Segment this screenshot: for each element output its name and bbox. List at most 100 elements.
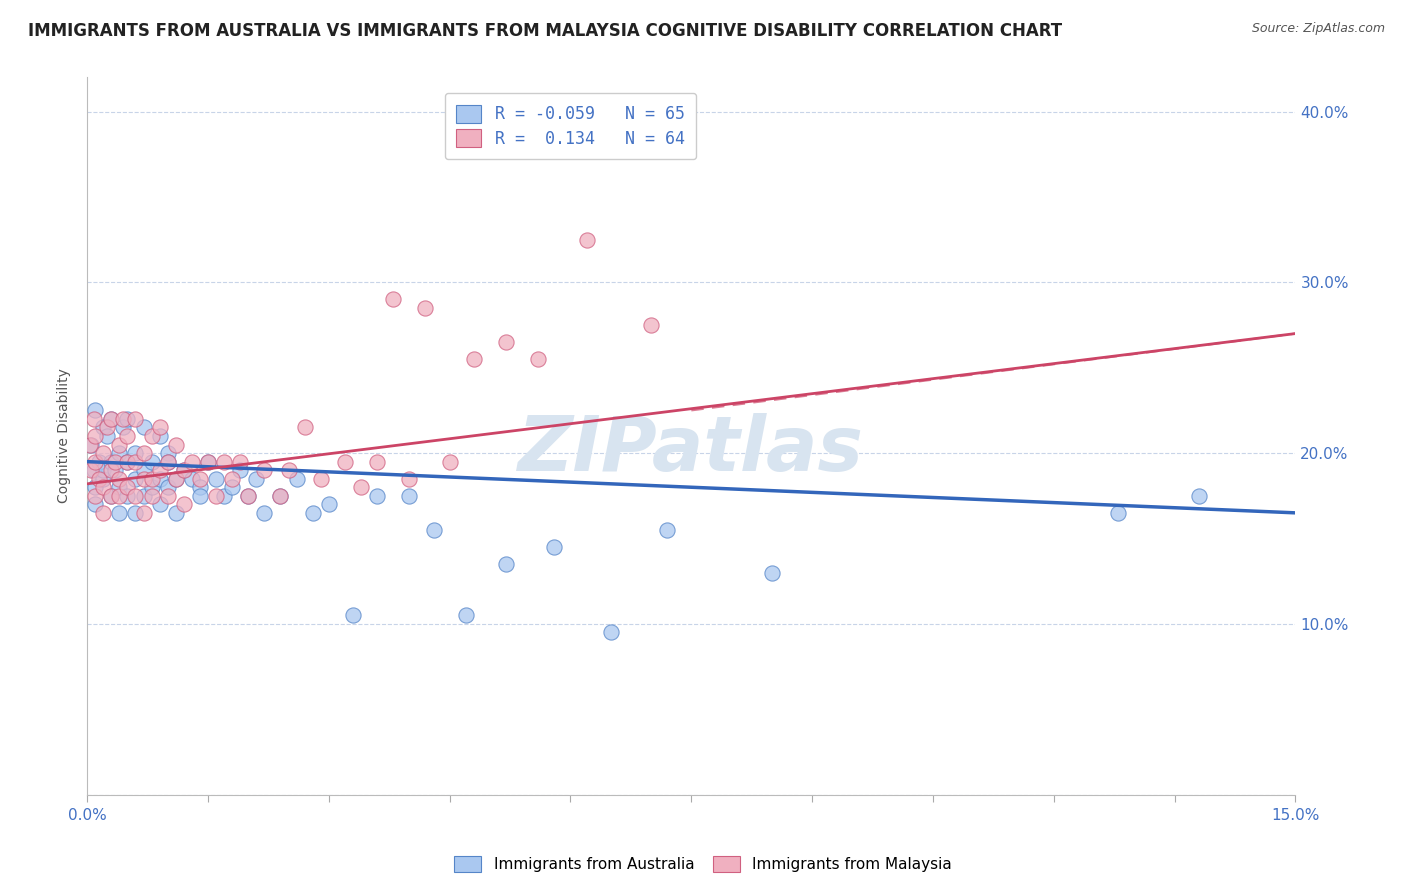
Point — [294, 420, 316, 434]
Point — [100, 463, 122, 477]
Point — [124, 506, 146, 520]
Point — [124, 472, 146, 486]
Point — [180, 455, 202, 469]
Point — [91, 472, 114, 486]
Point — [156, 446, 179, 460]
Point — [422, 523, 444, 537]
Point — [83, 463, 105, 477]
Point — [188, 480, 211, 494]
Point — [165, 506, 187, 520]
Point — [100, 412, 122, 426]
Point — [100, 455, 122, 469]
Point — [1107, 506, 1129, 520]
Point — [112, 420, 135, 434]
Point — [80, 463, 103, 477]
Point — [84, 403, 107, 417]
Point — [238, 489, 260, 503]
Point — [382, 293, 405, 307]
Point — [156, 489, 179, 503]
Point — [165, 472, 187, 486]
Point — [212, 455, 235, 469]
Point — [124, 446, 146, 460]
Point — [132, 506, 155, 520]
Point — [188, 489, 211, 503]
Point — [205, 489, 228, 503]
Point — [124, 489, 146, 503]
Point — [100, 489, 122, 503]
Text: IMMIGRANTS FROM AUSTRALIA VS IMMIGRANTS FROM MALAYSIA COGNITIVE DISABILITY CORRE: IMMIGRANTS FROM AUSTRALIA VS IMMIGRANTS … — [28, 22, 1063, 40]
Point — [149, 472, 172, 486]
Point — [454, 608, 477, 623]
Point — [84, 429, 107, 443]
Point — [350, 480, 373, 494]
Point — [156, 455, 179, 469]
Point — [79, 437, 101, 451]
Point — [108, 480, 131, 494]
Point — [253, 463, 276, 477]
Point — [333, 455, 356, 469]
Point — [229, 463, 252, 477]
Point — [318, 497, 340, 511]
Point — [100, 412, 122, 426]
Point — [117, 480, 139, 494]
Point — [141, 489, 163, 503]
Point — [132, 446, 155, 460]
Point — [398, 489, 420, 503]
Point — [398, 472, 420, 486]
Point — [253, 506, 276, 520]
Point — [415, 301, 437, 315]
Point — [221, 480, 243, 494]
Point — [575, 233, 598, 247]
Point — [91, 463, 114, 477]
Point — [655, 523, 678, 537]
Point — [173, 463, 195, 477]
Point — [83, 412, 105, 426]
Point — [205, 472, 228, 486]
Point — [96, 420, 118, 434]
Point — [165, 437, 187, 451]
Point — [156, 480, 179, 494]
Point — [104, 455, 127, 469]
Point — [80, 437, 103, 451]
Point — [141, 429, 163, 443]
Point — [309, 472, 332, 486]
Point — [342, 608, 364, 623]
Point — [117, 489, 139, 503]
Point — [229, 455, 252, 469]
Point — [117, 429, 139, 443]
Point — [640, 318, 662, 332]
Point — [141, 455, 163, 469]
Point — [156, 455, 179, 469]
Point — [197, 455, 219, 469]
Point — [1188, 489, 1211, 503]
Point — [132, 420, 155, 434]
Point — [463, 352, 485, 367]
Legend: Immigrants from Australia, Immigrants from Malaysia: Immigrants from Australia, Immigrants fr… — [446, 848, 960, 880]
Point — [108, 446, 131, 460]
Point — [188, 472, 211, 486]
Point — [285, 472, 308, 486]
Point — [149, 420, 172, 434]
Point — [108, 472, 131, 486]
Point — [301, 506, 323, 520]
Point — [112, 412, 135, 426]
Point — [495, 335, 517, 350]
Point — [91, 506, 114, 520]
Point — [89, 455, 111, 469]
Text: Source: ZipAtlas.com: Source: ZipAtlas.com — [1251, 22, 1385, 36]
Point — [124, 455, 146, 469]
Point — [269, 489, 291, 503]
Point — [132, 472, 155, 486]
Point — [180, 472, 202, 486]
Point — [124, 412, 146, 426]
Point — [149, 429, 172, 443]
Point — [599, 625, 621, 640]
Point — [96, 429, 118, 443]
Point — [173, 463, 195, 477]
Point — [245, 472, 267, 486]
Point — [173, 497, 195, 511]
Point — [89, 472, 111, 486]
Point — [149, 463, 172, 477]
Point — [141, 480, 163, 494]
Point — [277, 463, 299, 477]
